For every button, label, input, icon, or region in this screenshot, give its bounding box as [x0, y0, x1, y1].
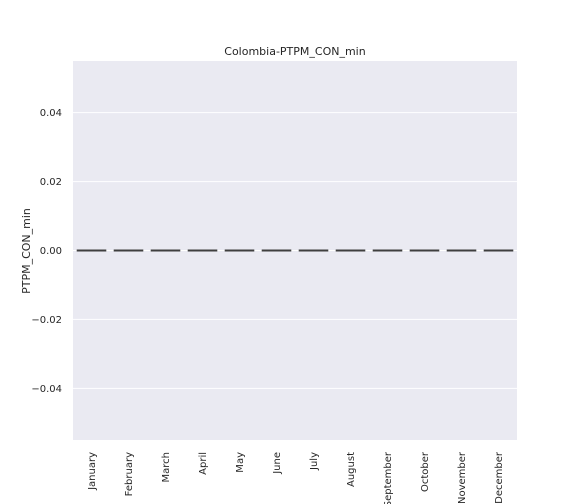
x-tick-label: September — [383, 451, 394, 504]
x-tick-labels: January February March April May June July Augu… — [87, 451, 505, 504]
y-tick-label: 0.00 — [40, 246, 62, 257]
y-tick-label: 0.04 — [40, 108, 62, 119]
chart-title: Colombia-PTPM_CON_min — [224, 45, 365, 58]
y-tick-label: 0.02 — [40, 177, 62, 188]
x-tick-label: December — [494, 451, 505, 504]
y-tick-labels: −0.04 −0.02 0.00 0.02 0.04 — [31, 108, 62, 395]
x-tick-label: July — [309, 452, 320, 471]
y-tick-label: −0.04 — [31, 384, 62, 395]
y-tick-label: −0.02 — [31, 315, 62, 326]
x-tick-label: November — [457, 451, 468, 504]
x-tick-label: January — [87, 452, 98, 491]
x-tick-label: March — [161, 452, 172, 482]
grid-lines — [73, 112, 517, 389]
x-tick-label: June — [272, 452, 283, 475]
x-tick-label: October — [420, 451, 431, 492]
y-axis-label: PTPM_CON_min — [20, 208, 33, 294]
x-tick-label: August — [346, 452, 357, 487]
x-tick-label: April — [198, 452, 209, 475]
x-tick-label: May — [235, 452, 246, 473]
x-tick-label: February — [124, 452, 135, 496]
